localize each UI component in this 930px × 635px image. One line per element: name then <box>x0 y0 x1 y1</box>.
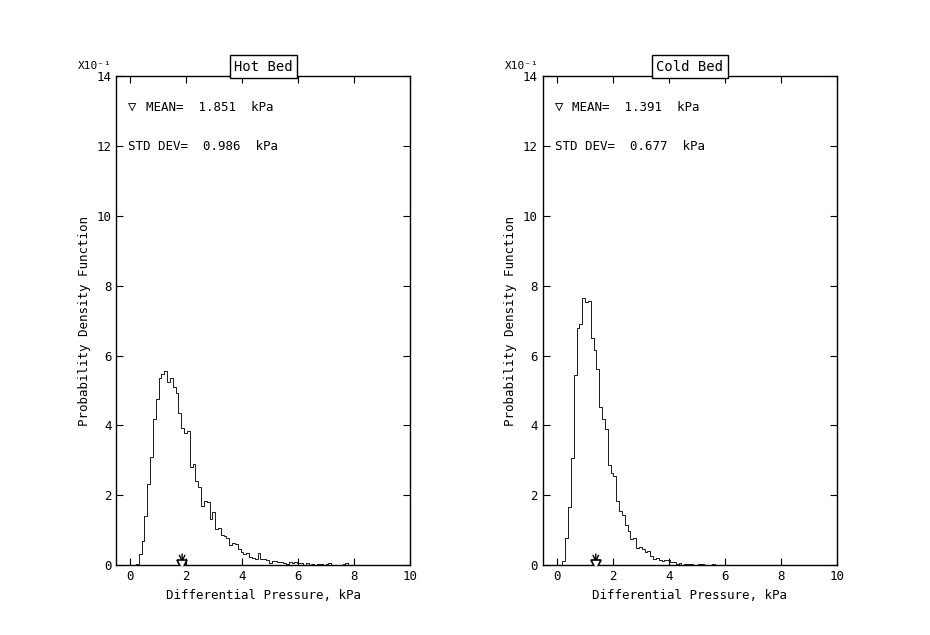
Y-axis label: Probability Density Function: Probability Density Function <box>504 216 517 425</box>
Text: STD DEV=  0.677  kPa: STD DEV= 0.677 kPa <box>554 140 705 153</box>
Title: Cold Bed: Cold Bed <box>657 60 724 74</box>
Text: X10⁻¹: X10⁻¹ <box>78 62 112 71</box>
Text: ▽: ▽ <box>554 101 563 115</box>
Text: MEAN=  1.851  kPa: MEAN= 1.851 kPa <box>146 101 273 114</box>
Text: STD DEV=  0.986  kPa: STD DEV= 0.986 kPa <box>128 140 278 153</box>
X-axis label: Differential Pressure, kPa: Differential Pressure, kPa <box>166 589 361 601</box>
X-axis label: Differential Pressure, kPa: Differential Pressure, kPa <box>592 589 788 601</box>
Text: ▽: ▽ <box>128 101 137 115</box>
Text: MEAN=  1.391  kPa: MEAN= 1.391 kPa <box>572 101 699 114</box>
Title: Hot Bed: Hot Bed <box>234 60 293 74</box>
Y-axis label: Probability Density Function: Probability Density Function <box>78 216 91 425</box>
Text: X10⁻¹: X10⁻¹ <box>505 62 538 71</box>
